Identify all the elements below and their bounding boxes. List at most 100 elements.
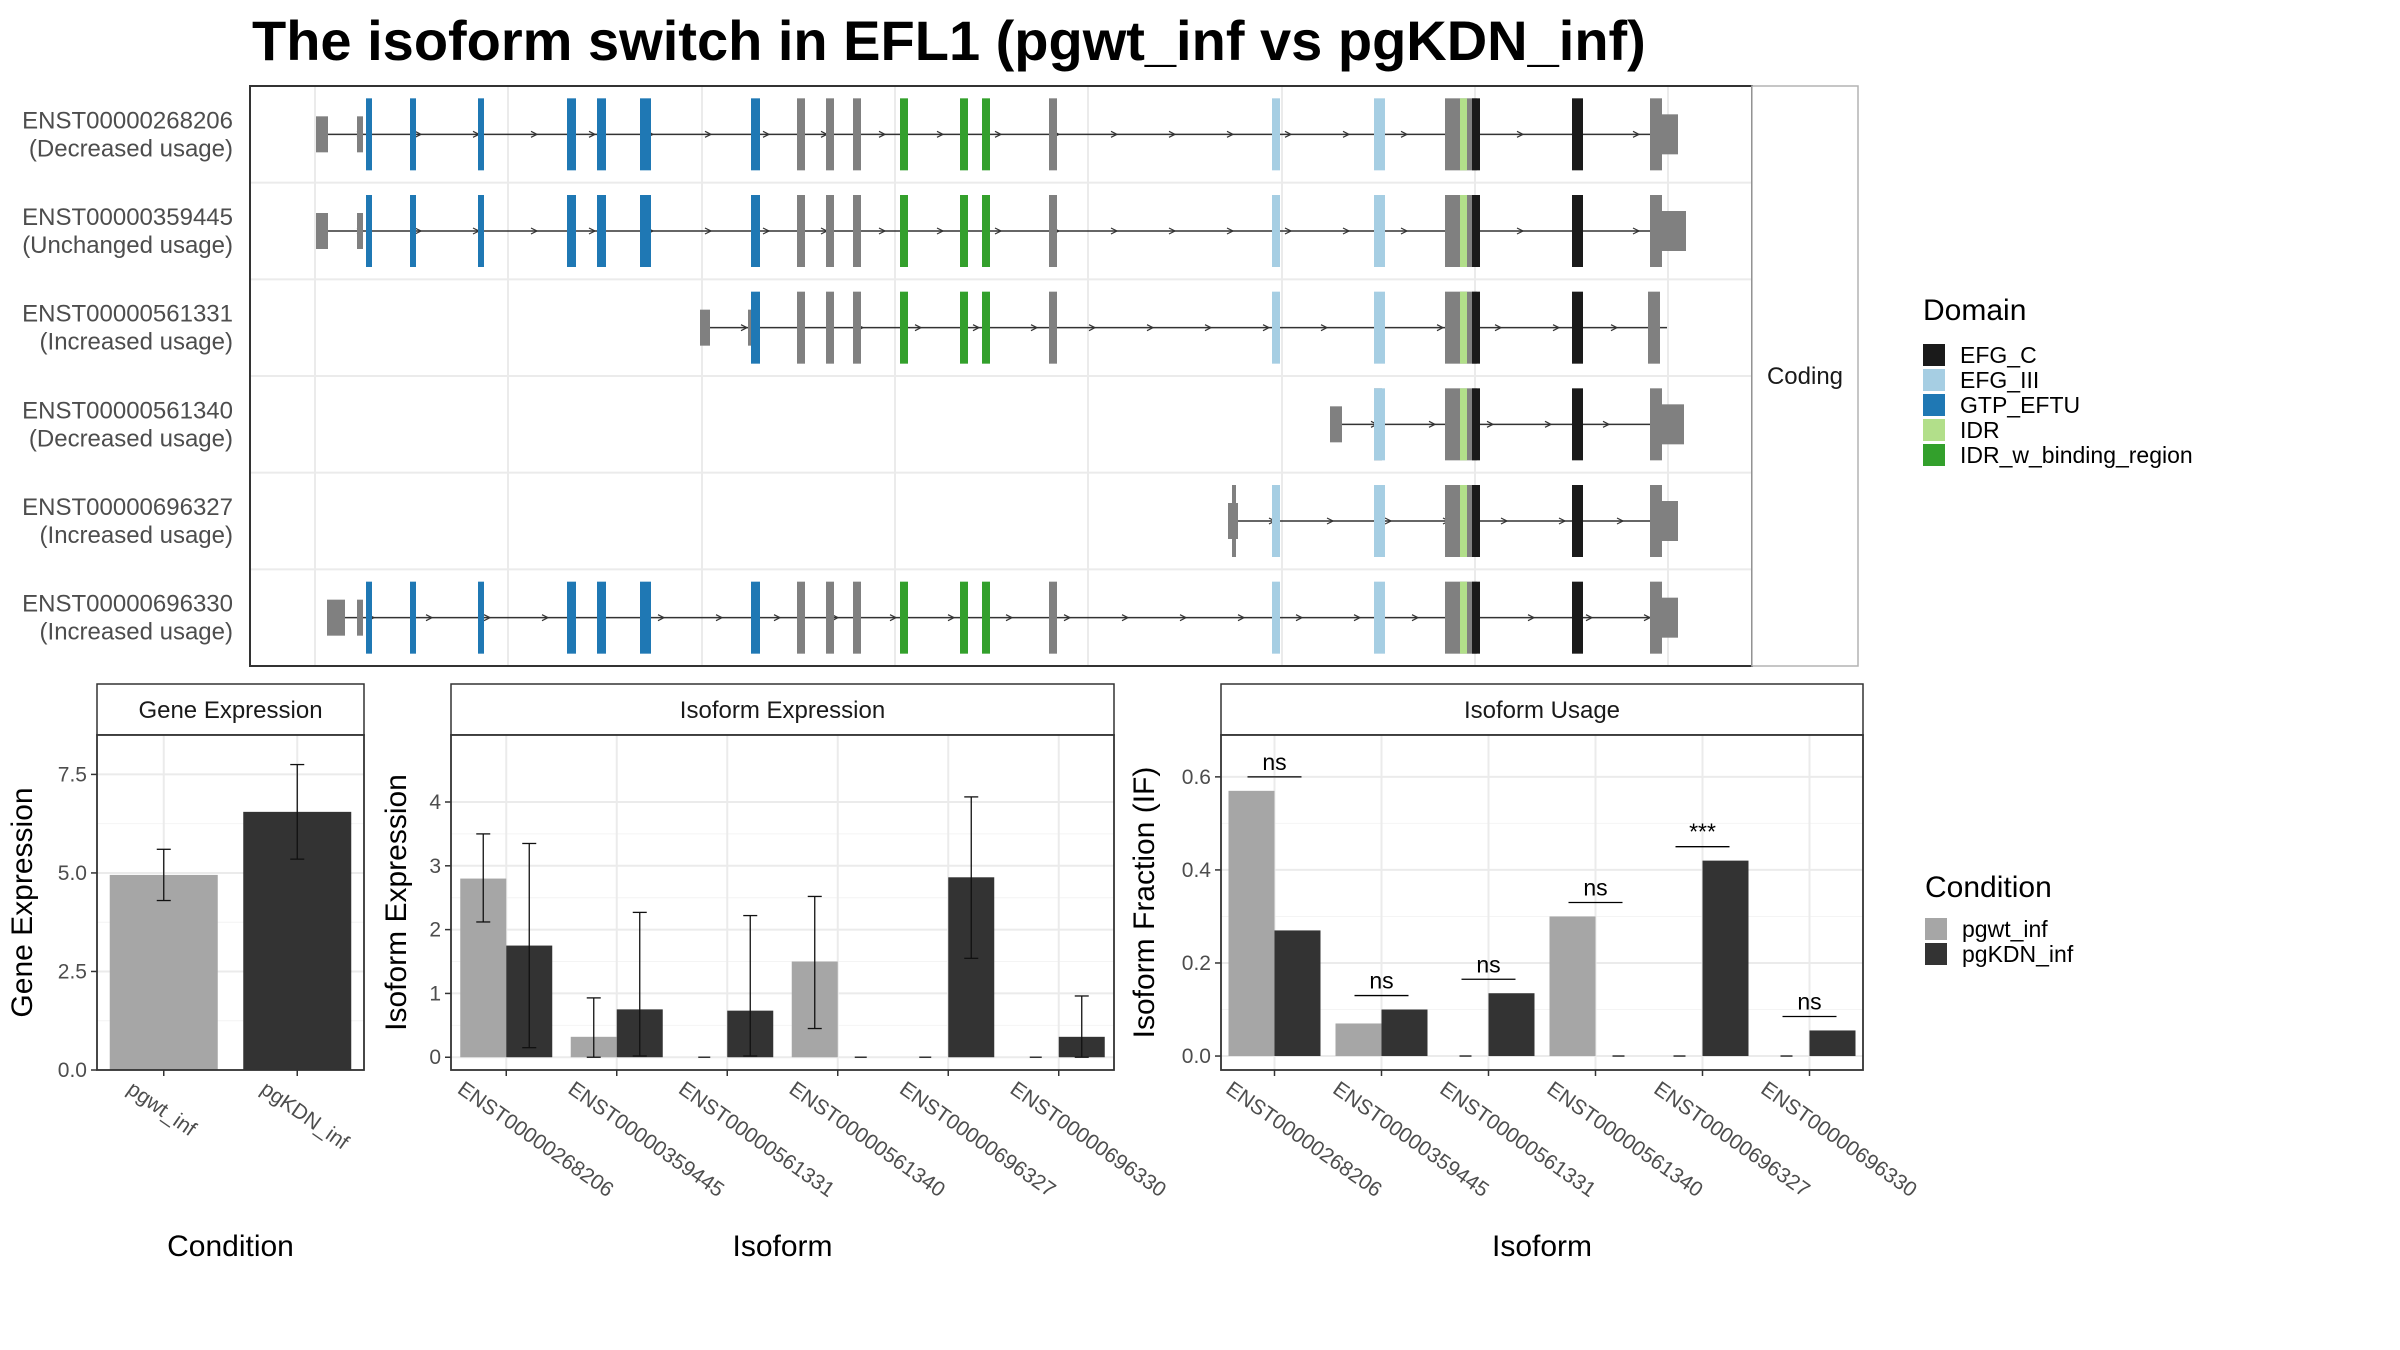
strand-arrow [878,130,887,138]
strand-arrow [1226,130,1235,138]
legend-swatch [1923,444,1945,466]
strand-arrow [1411,614,1420,622]
y-tick-label: 1 [429,982,441,1005]
strand-arrow [1204,324,1213,332]
gene-expression-panel: Gene Expression 0.0 2.5 5.0 7.5 pgwt_inf pgKDN… [6,683,365,1263]
last-exon [1650,195,1662,267]
exon-noncoding [797,98,805,171]
isoform-row-ENST00000561331: ENST00000561331(Increased usage) [22,291,1667,364]
y-tick-label: 2 [429,919,441,942]
exon-IDR [1460,581,1467,654]
legend-swatch [1923,369,1945,391]
strand-arrow [1353,614,1362,622]
strand-arrow [1284,130,1293,138]
strand-arrow [994,227,1003,235]
strand-arrow [936,227,945,235]
exon-EFG_C [1472,195,1480,267]
plot-border [96,734,365,1071]
last-exon [1648,291,1660,364]
isoform-row-ENST00000696327: ENST00000696327(Increased usage) [22,485,1678,557]
exon-GTP_EFTU [478,98,484,171]
x-axis-title: Isoform [732,1230,832,1263]
exon-GTP_EFTU [751,581,760,654]
strand-arrow [1428,420,1437,428]
significance-label: ns [1262,749,1286,775]
exon-IDR [1460,485,1467,557]
last-exon [1650,388,1662,461]
utr3-exon [1660,211,1686,251]
exon-GTP_EFTU [751,291,760,364]
bar-pgKDN_inf [1274,930,1321,1057]
strand-arrow [1552,324,1561,332]
y-tick-label: 4 [429,791,441,814]
strand-arrow [704,130,713,138]
isoform-label-id: ENST00000561331 [22,301,233,328]
exon-GTP_EFTU [597,98,606,171]
y-tick-label: 0.0 [1182,1045,1211,1068]
strand-arrow [1400,227,1409,235]
exon-GTP_EFTU [640,581,651,654]
exon-noncoding [1049,98,1057,171]
exon-GTP_EFTU [410,195,416,267]
isoform-label-usage: (Increased usage) [40,329,233,356]
strand-arrow [773,614,782,622]
strand-arrow [1121,614,1130,622]
exon-noncoding [826,291,834,364]
utr-exon [357,116,363,153]
strand-arrow [1063,614,1072,622]
isoform-label-id: ENST00000359445 [22,204,233,231]
x-tick-label: pgKDN_inf [256,1077,353,1154]
strand-arrow [762,227,771,235]
strand-arrow [1110,130,1119,138]
bar-pgKDN_inf [1702,860,1749,1057]
exon-EFG_III [1272,581,1280,654]
utr-exon [357,213,363,249]
exon-EFG_C [1572,581,1583,654]
strand-arrow [1320,324,1329,332]
last-exon [1650,98,1662,171]
exon-EFG_C [1572,388,1583,461]
exon-EFG_III [1272,485,1280,557]
strand-arrow [1326,517,1335,525]
exon-noncoding [826,195,834,267]
exon-noncoding [853,98,861,171]
last-exon [1650,581,1662,654]
significance-label: ns [1797,988,1821,1014]
y-tick-label: 0.4 [1182,859,1212,882]
plot-background [1221,735,1863,1070]
strand-arrow [1602,420,1611,428]
exon-EFG_III [1272,195,1280,267]
exon-noncoding [826,581,834,654]
exon-EFG_III [1374,195,1385,267]
strand-arrow [588,130,597,138]
legend-label: IDR_w_binding_region [1960,442,2193,468]
strand-arrow [740,324,749,332]
isoform-label-usage: (Increased usage) [40,522,233,549]
utr3-exon [1660,404,1684,445]
bar-pgKDN_inf [1381,1009,1428,1057]
significance-label: ns [1476,951,1500,977]
strand-arrow [936,130,945,138]
strand-arrow [425,614,434,622]
isoform-row-ENST00000268206: ENST00000268206(Decreased usage) [22,98,1678,171]
strand-arrow [1284,227,1293,235]
exon-EFG_III [1272,98,1280,171]
exon-noncoding [853,195,861,267]
strip-title: Isoform Usage [1464,697,1620,724]
isoform-label-usage: (Decreased usage) [29,135,233,162]
utr-exon [700,309,710,346]
strand-arrow [1516,130,1525,138]
strand-arrow [1616,517,1625,525]
utr-exon [1232,485,1236,557]
strand-arrow [994,130,1003,138]
plot-border [1220,734,1864,1071]
legend-label: GTP_EFTU [1960,392,2080,418]
exon-GTP_EFTU [478,195,484,267]
strand-arrow [1005,614,1014,622]
legend-title: Domain [1923,294,2026,327]
strand-arrow [1486,420,1495,428]
isoform-usage-panel: Isoform Usagensnsnsns***ns0.00.20.40.6EN… [1128,683,1921,1263]
exon-GTP_EFTU [366,98,372,171]
exon-EFG_C [1572,485,1583,557]
